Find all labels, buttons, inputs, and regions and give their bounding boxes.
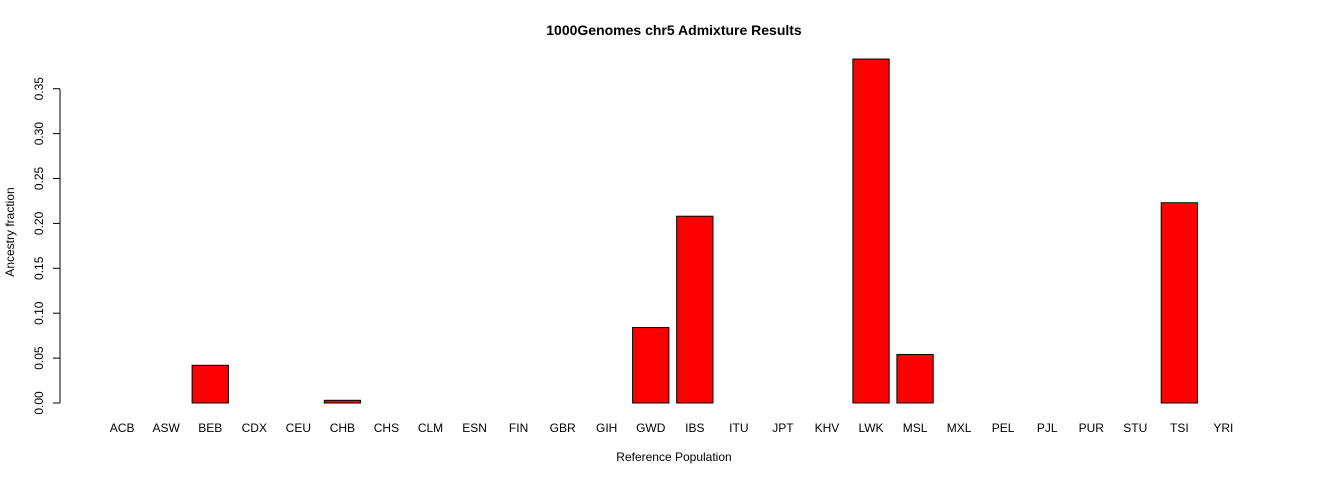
x-tick-label-chs: CHS: [374, 421, 399, 435]
y-tick-label: 0.15: [32, 256, 46, 280]
x-tick-label-itu: ITU: [729, 421, 748, 435]
bar-gwd: [632, 327, 670, 404]
x-tick-labels: ACB ASW BEB CDX CEU CHB CHS CLM ESN FIN GBR GIH GWD I…: [110, 421, 1234, 435]
x-tick-label-cdx: CDX: [242, 421, 267, 435]
y-tick-label: 0.35: [32, 77, 46, 101]
y-tick-label: 0.00: [32, 391, 46, 415]
x-tick-label-lwk: LWK: [858, 421, 883, 435]
x-tick-label-ceu: CEU: [286, 421, 311, 435]
x-tick-label-msl: MSL: [903, 421, 928, 435]
x-tick-label-gih: GIH: [596, 421, 617, 435]
x-axis-label: Reference Population: [616, 450, 731, 464]
x-tick-label-stu: STU: [1123, 421, 1147, 435]
y-tick-label: 0.25: [32, 166, 46, 190]
x-tick-label-pur: PUR: [1079, 421, 1105, 435]
bars-group: [191, 58, 1198, 404]
bar-lwk: [852, 58, 890, 404]
bar-ibs: [676, 215, 714, 404]
x-tick-label-mxl: MXL: [947, 421, 972, 435]
x-tick-label-yri: YRI: [1213, 421, 1233, 435]
x-tick-label-acb: ACB: [110, 421, 135, 435]
x-tick-label-jpt: JPT: [772, 421, 794, 435]
bar-beb: [191, 364, 229, 404]
x-tick-label-gbr: GBR: [550, 421, 576, 435]
y-tick-label: 0.05: [32, 346, 46, 370]
x-tick-label-clm: CLM: [418, 421, 443, 435]
y-tick-label: 0.30: [32, 122, 46, 146]
x-tick-label-khv: KHV: [815, 421, 840, 435]
bar-tsi: [1160, 202, 1198, 404]
bar-chb: [323, 399, 362, 404]
y-axis: 0.00 0.05 0.10 0.15 0.20 0.25 0.30 0.35: [32, 77, 61, 415]
x-tick-label-chb: CHB: [330, 421, 355, 435]
x-tick-label-beb: BEB: [198, 421, 222, 435]
x-tick-label-gwd: GWD: [636, 421, 666, 435]
x-tick-label-asw: ASW: [153, 421, 181, 435]
x-tick-label-pel: PEL: [992, 421, 1015, 435]
y-axis-label: Ancestry fraction: [3, 187, 17, 276]
bar-msl: [896, 354, 934, 404]
x-tick-label-pjl: PJL: [1037, 421, 1058, 435]
chart-title: 1000Genomes chr5 Admixture Results: [546, 22, 802, 38]
x-tick-label-ibs: IBS: [685, 421, 704, 435]
y-tick-label: 0.20: [32, 211, 46, 235]
x-tick-label-fin: FIN: [509, 421, 528, 435]
x-tick-label-tsi: TSI: [1170, 421, 1189, 435]
x-tick-label-esn: ESN: [462, 421, 487, 435]
y-tick-label: 0.10: [32, 301, 46, 325]
